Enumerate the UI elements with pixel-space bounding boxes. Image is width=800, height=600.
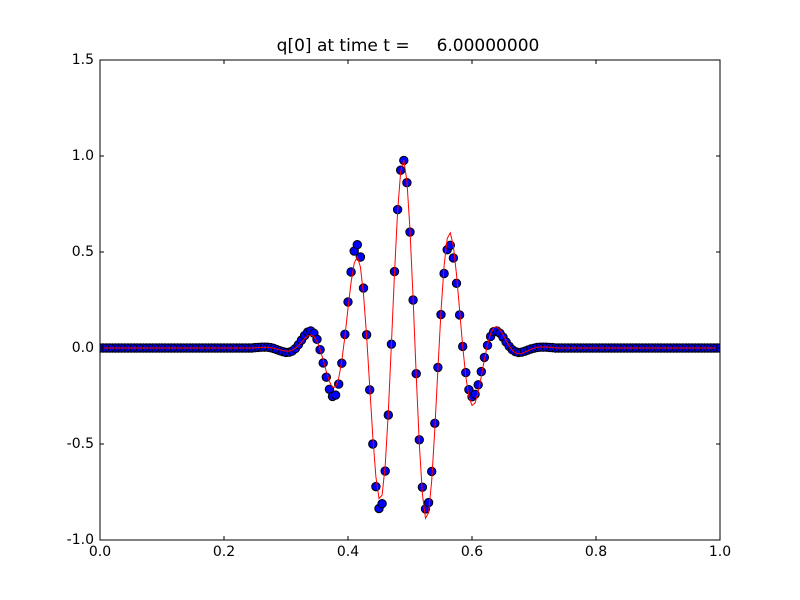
chart-title: q[0] at time t = 6.00000000 xyxy=(277,36,540,56)
y-tick-label: -1.0 xyxy=(67,532,94,548)
data-point xyxy=(330,390,341,400)
x-tick-label: 0.6 xyxy=(461,544,483,560)
data-point xyxy=(334,379,344,389)
x-tick-label: 0.2 xyxy=(213,544,235,560)
y-tick-label: 0.0 xyxy=(72,340,94,356)
data-point xyxy=(473,380,483,390)
x-tick-label: 0.4 xyxy=(337,544,359,560)
data-line xyxy=(100,159,720,520)
x-tick-label: 0.0 xyxy=(89,544,111,560)
y-tick-label: 1.0 xyxy=(72,148,94,164)
y-tick-label: 0.5 xyxy=(72,244,94,260)
data-point xyxy=(346,267,356,277)
data-point xyxy=(451,278,462,288)
plot-frame xyxy=(99,59,721,541)
data-point xyxy=(377,499,387,509)
data-point xyxy=(371,481,381,492)
y-tick-label: 1.5 xyxy=(72,52,94,68)
data-point xyxy=(448,253,459,263)
y-tick-label: -0.5 xyxy=(67,436,94,452)
data-point xyxy=(352,240,362,250)
x-tick-label: 0.8 xyxy=(585,544,607,560)
data-point xyxy=(423,497,434,508)
data-point xyxy=(312,334,322,345)
x-tick-label: 1.0 xyxy=(709,544,731,560)
